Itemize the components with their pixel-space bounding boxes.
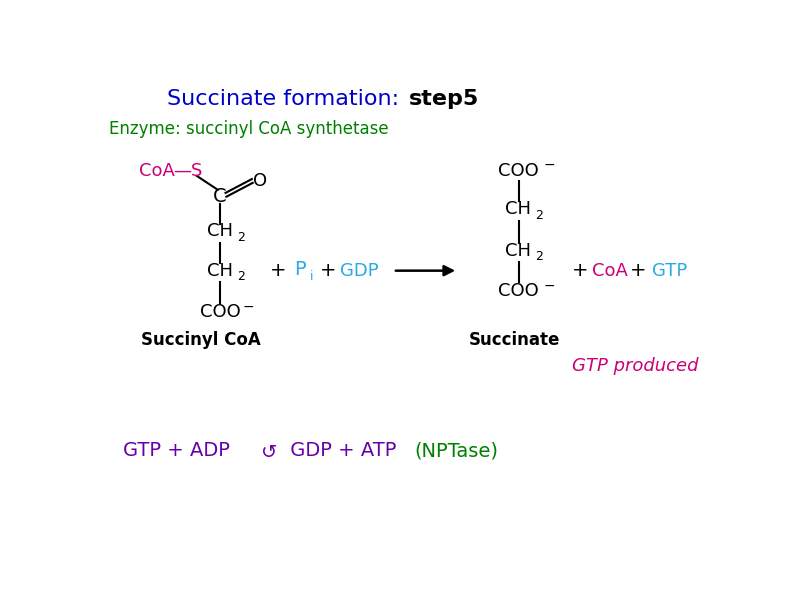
Text: Succinate formation:: Succinate formation: <box>167 89 406 109</box>
Text: COO: COO <box>200 303 241 321</box>
Text: CH: CH <box>207 223 233 241</box>
Text: CoA: CoA <box>592 262 628 280</box>
Text: COO: COO <box>498 161 539 179</box>
Text: GTP produced: GTP produced <box>572 357 698 375</box>
Text: CH: CH <box>506 242 531 260</box>
Text: −: − <box>544 158 555 172</box>
Text: GDP + ATP: GDP + ATP <box>285 442 403 460</box>
Text: O: O <box>254 172 267 190</box>
Text: —S: —S <box>174 161 203 179</box>
Text: CH: CH <box>207 262 233 280</box>
Text: 2: 2 <box>535 250 543 263</box>
Text: P: P <box>294 260 306 280</box>
Text: ↺: ↺ <box>262 443 278 462</box>
Text: 2: 2 <box>237 231 245 244</box>
Text: Succinate: Succinate <box>469 331 560 349</box>
Text: −: − <box>243 300 254 314</box>
Text: C: C <box>214 187 227 206</box>
Text: +: + <box>270 261 286 280</box>
Text: CH: CH <box>506 200 531 218</box>
Text: i: i <box>310 269 314 283</box>
Text: GTP: GTP <box>652 262 687 280</box>
Text: −: − <box>544 279 555 293</box>
Text: step5: step5 <box>409 89 478 109</box>
Text: GDP: GDP <box>340 262 379 280</box>
Text: Succinyl CoA: Succinyl CoA <box>141 331 261 349</box>
Text: +: + <box>630 261 647 280</box>
Text: 2: 2 <box>535 209 543 222</box>
Text: (NPTase): (NPTase) <box>414 442 498 460</box>
Text: +: + <box>572 261 589 280</box>
Text: +: + <box>320 261 337 280</box>
Text: Enzyme: succinyl CoA synthetase: Enzyme: succinyl CoA synthetase <box>110 120 389 138</box>
Text: GTP + ADP: GTP + ADP <box>123 442 236 460</box>
Text: 2: 2 <box>237 271 245 283</box>
Text: COO: COO <box>498 283 539 301</box>
Text: CoA: CoA <box>138 161 174 179</box>
